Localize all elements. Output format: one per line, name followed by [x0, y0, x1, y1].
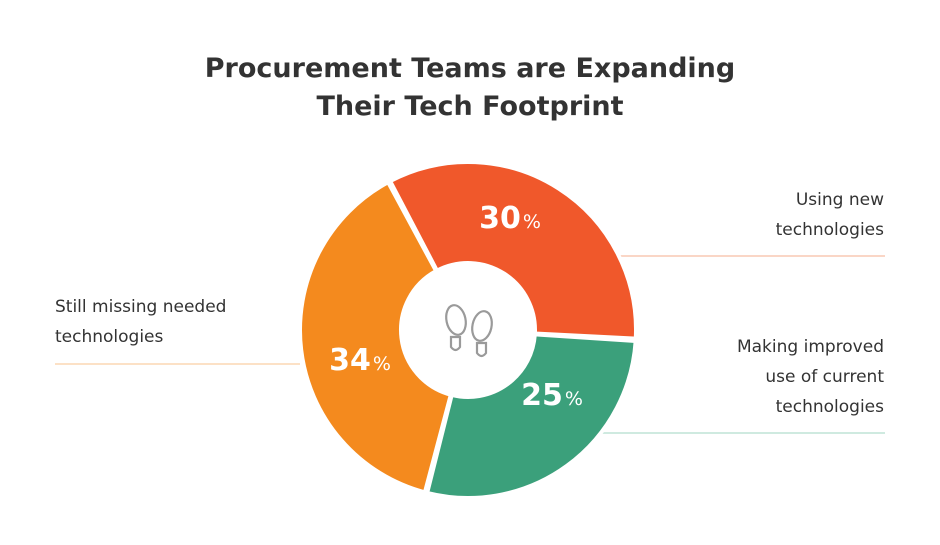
callout-label-line: technologies: [776, 220, 885, 240]
slice-value-label: 25%: [521, 378, 583, 413]
callout-label: Using new technologies: [776, 190, 885, 240]
donut-slice: [425, 332, 638, 500]
callout-label-line: use of current: [765, 367, 884, 387]
slice-value-label: 30%: [479, 201, 541, 236]
chart-title: Procurement Teams are Expanding Their Tec…: [205, 53, 735, 122]
callout-labels: Using new technologies Making improved use …: [55, 190, 884, 417]
donut-slices: [298, 160, 638, 500]
callout-label: Making improved use of current technologie…: [737, 337, 884, 417]
donut-slice: [388, 160, 638, 341]
callout-lines: [55, 255, 885, 434]
callout-label: Still missing needed technologies: [55, 297, 226, 347]
donut-center: [403, 265, 533, 395]
chart-title-line: Procurement Teams are Expanding: [205, 53, 735, 84]
slice-value-label: 34%: [329, 343, 391, 378]
callout-label-line: Making improved: [737, 337, 884, 357]
callout-label-line: technologies: [55, 327, 164, 347]
donut-slice: [298, 180, 453, 495]
callout-label-line: Using new: [796, 190, 884, 210]
chart-title-line: Their Tech Footprint: [316, 91, 623, 122]
footprints-icon: [445, 304, 493, 358]
callout-label-line: technologies: [776, 397, 885, 417]
percentage-labels: 30 % 25 % 34%: [329, 201, 583, 413]
callout-label-line: Still missing needed: [55, 297, 226, 317]
